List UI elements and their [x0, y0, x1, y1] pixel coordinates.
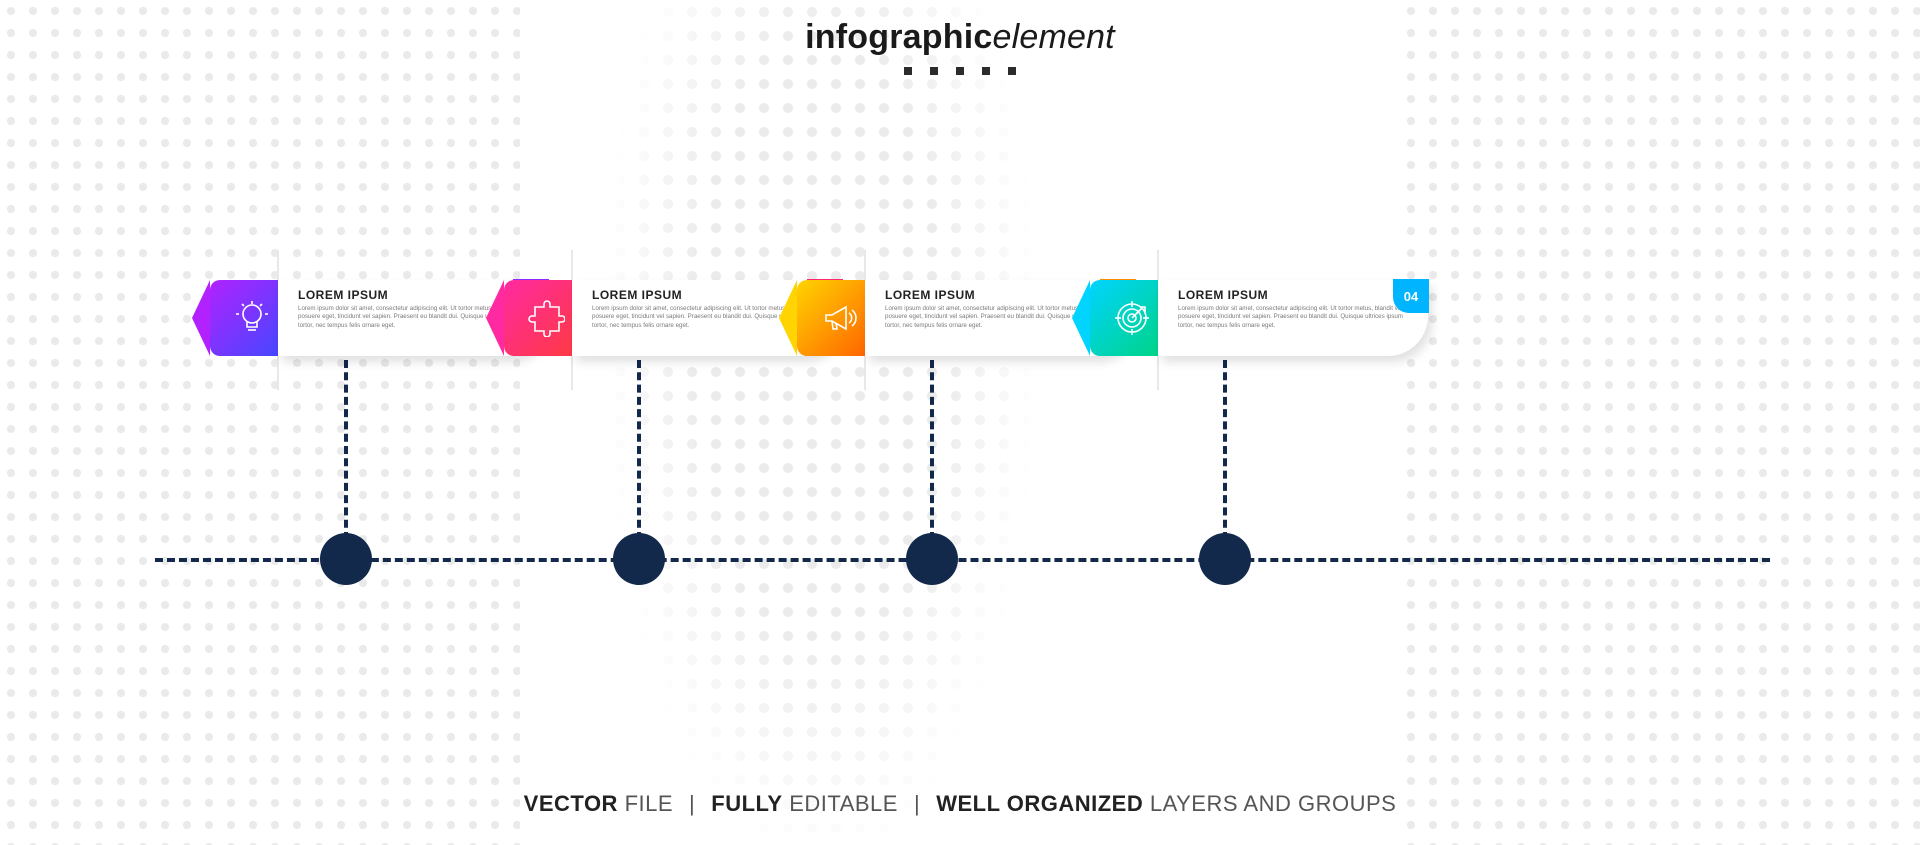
- header: infographicelement: [0, 18, 1920, 75]
- footer-separator: |: [689, 791, 695, 816]
- footer-bold: FULLY: [711, 791, 782, 816]
- timeline-node: [613, 533, 665, 585]
- decor-square: [956, 67, 964, 75]
- page-title: infographicelement: [0, 18, 1920, 57]
- footer: VECTOR FILE | FULLY EDITABLE | WELL ORGANIZE…: [0, 791, 1920, 817]
- title-italic: element: [992, 18, 1114, 56]
- timeline: LOREM IPSUM Lorem ipsum dolor sit amet, c…: [0, 250, 1920, 650]
- footer-separator: |: [914, 791, 920, 816]
- title-bold: infographic: [805, 18, 992, 56]
- decor-square: [1008, 67, 1016, 75]
- timeline-vline: [344, 360, 348, 540]
- footer-light: EDITABLE: [783, 791, 898, 816]
- icon-chip-arrow: [192, 280, 210, 356]
- footer-light: LAYERS AND GROUPS: [1143, 791, 1396, 816]
- footer-bold: VECTOR: [524, 791, 618, 816]
- timeline-node: [1199, 533, 1251, 585]
- footer-light: FILE: [618, 791, 673, 816]
- step-number-badge: 04: [1393, 279, 1429, 313]
- step-card-body: LOREM IPSUM Lorem ipsum dolor sit amet, c…: [1158, 280, 1428, 356]
- step-title: LOREM IPSUM: [1178, 288, 1414, 302]
- icon-chip-arrow: [1072, 280, 1090, 356]
- icon-chip-arrow: [779, 280, 797, 356]
- step-card: LOREM IPSUM Lorem ipsum dolor sit amet, c…: [1158, 280, 1428, 356]
- timeline-vline: [930, 360, 934, 540]
- decor-square: [904, 67, 912, 75]
- timeline-vline: [637, 360, 641, 540]
- title-decor-squares: [0, 67, 1920, 75]
- timeline-hline: [155, 558, 1770, 562]
- footer-bold: WELL ORGANIZED: [936, 791, 1143, 816]
- timeline-node: [906, 533, 958, 585]
- icon-chip-arrow: [486, 280, 504, 356]
- decor-square: [930, 67, 938, 75]
- timeline-vline: [1223, 360, 1227, 540]
- decor-square: [982, 67, 990, 75]
- step-body: Lorem ipsum dolor sit amet, consectetur …: [1178, 305, 1414, 330]
- timeline-node: [320, 533, 372, 585]
